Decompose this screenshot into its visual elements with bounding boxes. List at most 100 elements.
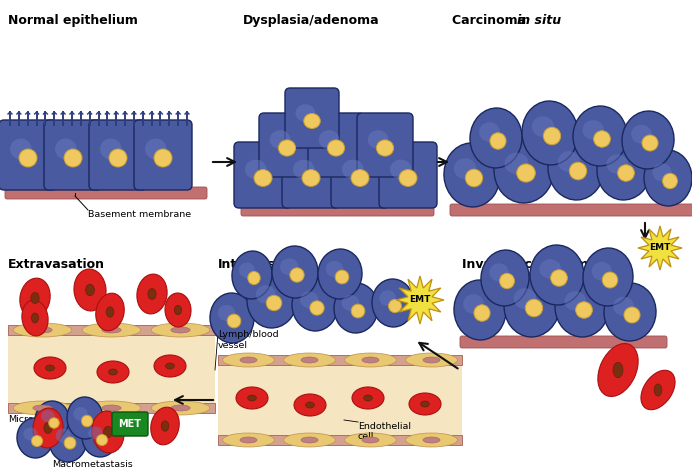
Ellipse shape [106, 307, 114, 317]
Ellipse shape [653, 163, 672, 182]
Ellipse shape [10, 139, 32, 160]
Ellipse shape [41, 410, 55, 423]
Ellipse shape [465, 169, 483, 187]
Ellipse shape [602, 272, 618, 288]
Ellipse shape [236, 387, 268, 409]
Ellipse shape [33, 408, 63, 448]
Ellipse shape [390, 160, 412, 179]
Ellipse shape [421, 401, 430, 407]
Bar [218, 355, 462, 365]
Ellipse shape [301, 437, 318, 443]
Text: in situ: in situ [517, 14, 561, 27]
Ellipse shape [454, 280, 506, 340]
Ellipse shape [102, 327, 121, 333]
FancyBboxPatch shape [134, 120, 192, 190]
Text: Lymph/blood: Lymph/blood [218, 330, 279, 339]
Ellipse shape [272, 246, 318, 298]
Ellipse shape [270, 130, 291, 149]
Ellipse shape [256, 285, 275, 304]
Ellipse shape [64, 437, 76, 449]
Ellipse shape [548, 136, 604, 200]
Ellipse shape [46, 365, 55, 371]
Ellipse shape [239, 263, 255, 278]
Text: Invasive carcinoma: Invasive carcinoma [462, 258, 597, 271]
FancyBboxPatch shape [357, 113, 413, 177]
Ellipse shape [631, 125, 652, 144]
FancyBboxPatch shape [5, 187, 207, 199]
Ellipse shape [613, 297, 634, 315]
Ellipse shape [604, 283, 656, 341]
Ellipse shape [13, 401, 72, 415]
Ellipse shape [592, 262, 612, 281]
Ellipse shape [82, 417, 118, 457]
Ellipse shape [67, 397, 103, 439]
FancyBboxPatch shape [285, 88, 339, 148]
Ellipse shape [576, 302, 592, 318]
Ellipse shape [522, 101, 578, 165]
Ellipse shape [174, 305, 181, 314]
Ellipse shape [148, 288, 156, 300]
Ellipse shape [525, 299, 543, 317]
Ellipse shape [406, 353, 457, 367]
Ellipse shape [74, 269, 106, 311]
Ellipse shape [247, 272, 297, 328]
Ellipse shape [494, 137, 554, 203]
Ellipse shape [280, 258, 298, 275]
Text: vessel: vessel [218, 341, 248, 350]
Ellipse shape [154, 355, 186, 377]
Ellipse shape [490, 133, 506, 149]
Ellipse shape [31, 313, 39, 323]
Ellipse shape [470, 108, 522, 168]
Ellipse shape [109, 149, 127, 167]
Ellipse shape [13, 323, 72, 337]
Ellipse shape [318, 249, 362, 299]
Ellipse shape [367, 130, 388, 149]
Text: Micrometastasis: Micrometastasis [8, 415, 86, 424]
FancyBboxPatch shape [112, 412, 148, 436]
Ellipse shape [335, 270, 349, 284]
Ellipse shape [654, 384, 662, 396]
Ellipse shape [362, 357, 379, 363]
Ellipse shape [284, 433, 336, 447]
Ellipse shape [35, 401, 69, 439]
Ellipse shape [642, 135, 658, 151]
Ellipse shape [530, 245, 584, 305]
Ellipse shape [109, 369, 118, 375]
Ellipse shape [49, 418, 87, 462]
Ellipse shape [423, 437, 440, 443]
Ellipse shape [96, 434, 107, 446]
Ellipse shape [86, 284, 94, 296]
Ellipse shape [479, 122, 500, 142]
FancyBboxPatch shape [234, 142, 292, 208]
Ellipse shape [376, 140, 394, 156]
Ellipse shape [662, 173, 677, 189]
Ellipse shape [48, 418, 60, 428]
Ellipse shape [210, 293, 254, 343]
Text: Carcinoma: Carcinoma [452, 14, 531, 27]
Ellipse shape [240, 357, 257, 363]
Ellipse shape [622, 111, 674, 169]
Ellipse shape [33, 327, 52, 333]
Ellipse shape [454, 158, 476, 179]
Ellipse shape [304, 114, 320, 129]
Text: Normal epithelium: Normal epithelium [8, 14, 138, 27]
Ellipse shape [517, 164, 536, 182]
Ellipse shape [306, 402, 314, 408]
Ellipse shape [583, 248, 633, 306]
FancyBboxPatch shape [0, 120, 57, 190]
FancyBboxPatch shape [44, 120, 102, 190]
Ellipse shape [151, 407, 179, 445]
Ellipse shape [17, 418, 53, 458]
Ellipse shape [223, 353, 275, 367]
Text: Extravasation: Extravasation [8, 258, 105, 271]
FancyBboxPatch shape [331, 142, 389, 208]
Ellipse shape [165, 363, 174, 369]
Ellipse shape [301, 357, 318, 363]
Text: cell: cell [358, 432, 374, 441]
Ellipse shape [104, 426, 112, 438]
Ellipse shape [372, 279, 414, 327]
Text: Endothelial: Endothelial [358, 422, 411, 431]
Ellipse shape [302, 169, 320, 186]
Ellipse shape [606, 154, 628, 174]
Ellipse shape [565, 291, 586, 311]
